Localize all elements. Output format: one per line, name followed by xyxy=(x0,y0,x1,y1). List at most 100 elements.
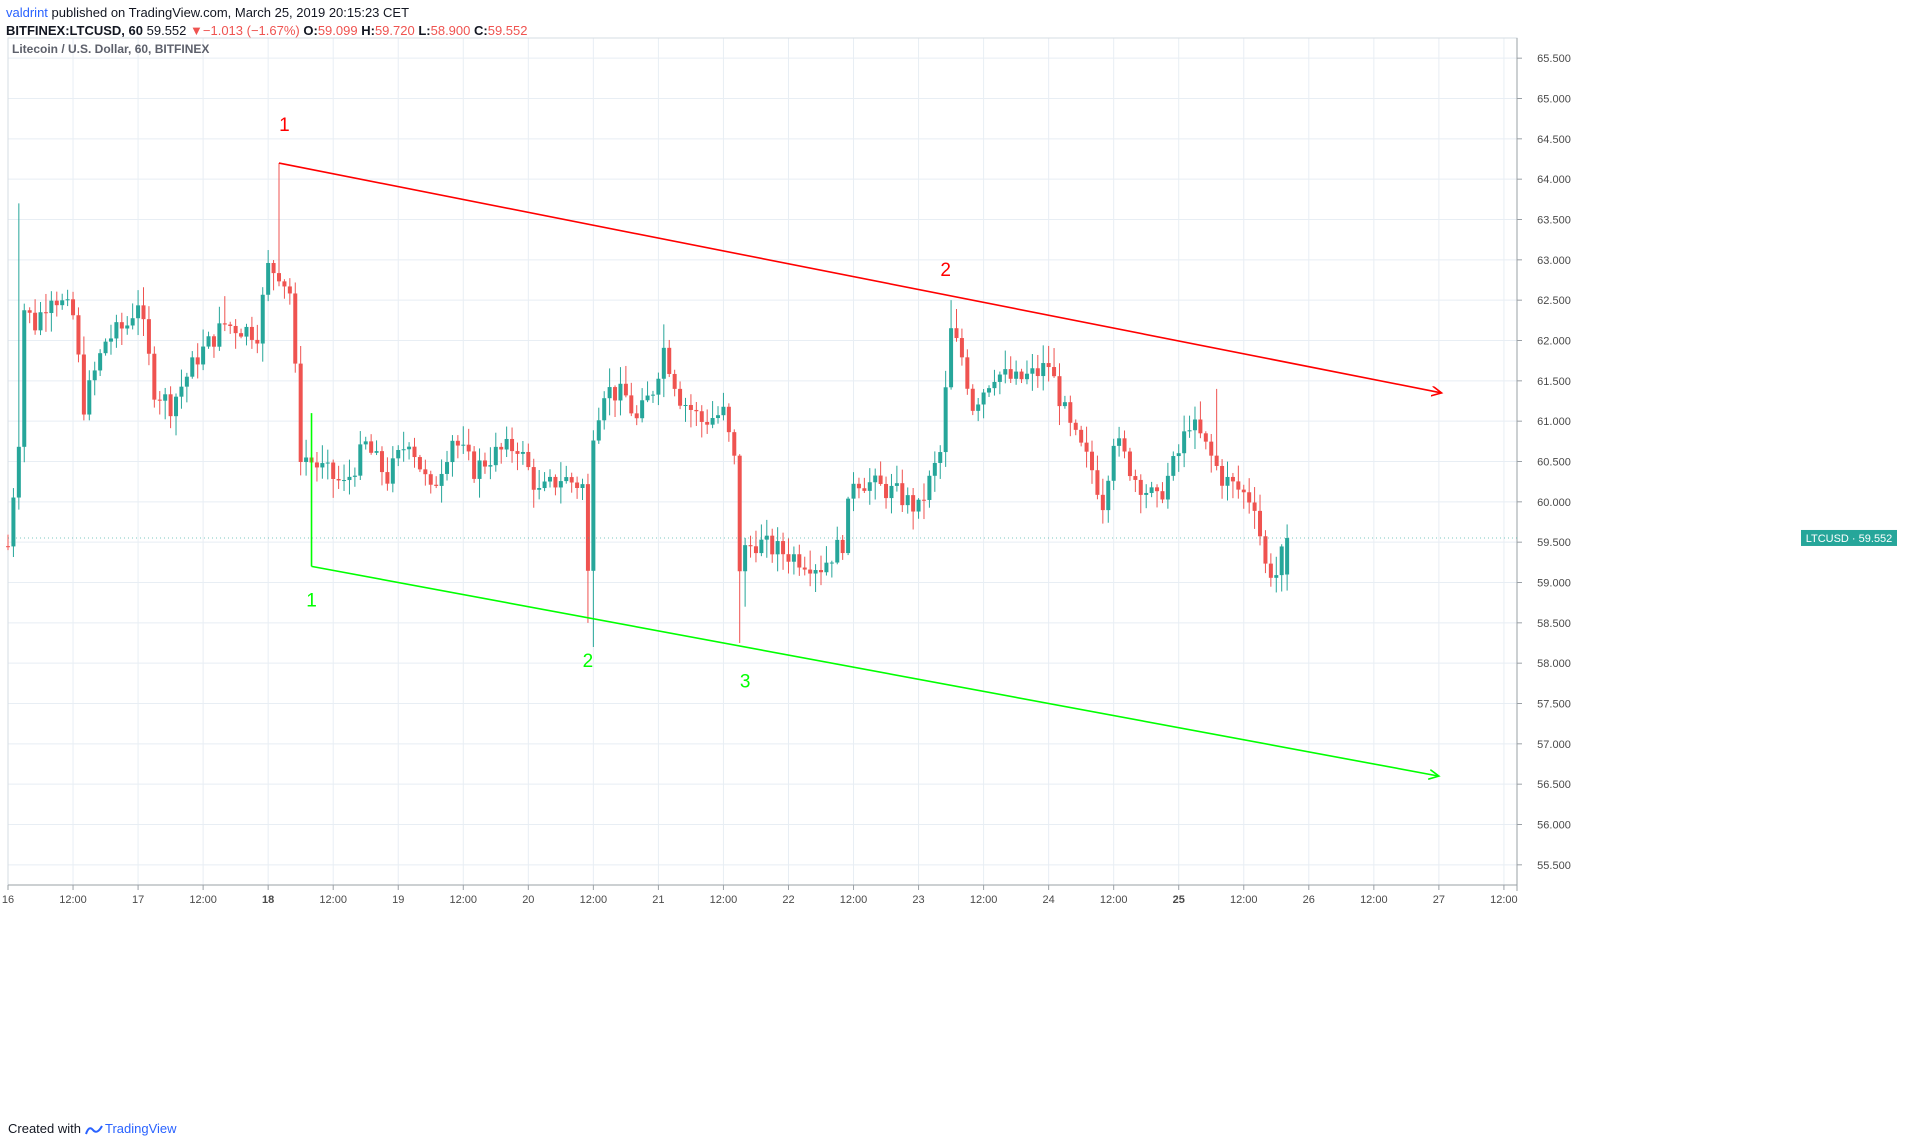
change-arrow-icon: ▼ xyxy=(190,23,203,38)
time-tick-label: 21 xyxy=(652,894,664,906)
time-tick-label: 12:00 xyxy=(580,894,608,906)
annotation-label: 1 xyxy=(279,115,290,136)
time-tick-label: 12:00 xyxy=(1360,894,1388,906)
candle-body xyxy=(1241,489,1246,493)
tradingview-brand-link[interactable]: TradingView xyxy=(104,1121,177,1136)
time-tick-label: 20 xyxy=(522,894,534,906)
price-tick-label: 60.500 xyxy=(1537,457,1571,469)
candle-body xyxy=(726,406,731,433)
open-value: 59.099 xyxy=(317,23,358,38)
candle-body xyxy=(618,383,623,401)
candle-body xyxy=(499,446,504,450)
candle-body xyxy=(157,399,162,401)
high-value: 59.720 xyxy=(374,23,415,38)
candle-body xyxy=(542,481,547,489)
candle-body xyxy=(976,404,981,411)
candle-body xyxy=(656,378,661,395)
last-price-badge: LTCUSD · 59.552 xyxy=(8,529,1897,546)
candle-body xyxy=(916,499,921,512)
time-tick-label: 12:00 xyxy=(1490,894,1518,906)
candle-body xyxy=(672,373,677,389)
candle-body xyxy=(553,476,558,488)
candle-body xyxy=(1209,441,1214,456)
candle-body xyxy=(732,432,737,456)
time-tick-label: 24 xyxy=(1043,894,1055,906)
candle-body xyxy=(585,484,590,571)
candle-body xyxy=(520,451,525,454)
time-tick-label: 12:00 xyxy=(1230,894,1258,906)
candle-body xyxy=(889,485,894,499)
high-label: H: xyxy=(361,23,375,38)
candle-body xyxy=(136,305,141,319)
candle-body xyxy=(970,388,975,411)
candle-body xyxy=(1117,438,1122,446)
candle-body xyxy=(385,472,390,484)
candle-body xyxy=(1230,476,1235,482)
candle-body xyxy=(954,328,959,339)
candle-body xyxy=(932,462,937,476)
price-axis[interactable]: 55.500 56.000 56.500 57.000 57.500 58.000 58.5… xyxy=(1516,38,1571,891)
time-tick-label: 19 xyxy=(392,894,404,906)
time-axis[interactable]: 16 12:00 17 12:00 18 12:00 19 12:00 20 12:00 21 12:… xyxy=(2,884,1518,906)
candle-body xyxy=(108,338,113,342)
candle-body xyxy=(873,475,878,483)
candle-body xyxy=(1203,433,1208,442)
candle-body xyxy=(786,554,791,562)
close-label: C: xyxy=(474,23,488,38)
candle-body xyxy=(1003,369,1008,375)
candle-body xyxy=(1111,445,1116,481)
candle-body xyxy=(1030,368,1035,374)
candle-body xyxy=(759,539,764,554)
candle-body xyxy=(1019,371,1024,380)
candle-body xyxy=(92,370,97,381)
author-link[interactable]: valdrint xyxy=(6,5,48,20)
candle-body xyxy=(851,483,856,499)
candle-body xyxy=(287,286,292,294)
price-tick-label: 63.000 xyxy=(1537,255,1571,267)
candle-body xyxy=(1252,502,1257,511)
low-value: 58.900 xyxy=(430,23,471,38)
candle-body xyxy=(623,383,628,396)
candle-body xyxy=(1106,480,1111,511)
price-tick-label: 55.500 xyxy=(1537,860,1571,872)
candle-body xyxy=(401,449,406,451)
candle-body xyxy=(195,357,200,365)
price-tick-label: 58.000 xyxy=(1537,658,1571,670)
publish-info: valdrint published on TradingView.com, M… xyxy=(6,5,409,20)
candle-body xyxy=(548,476,552,482)
candle-body xyxy=(699,411,704,422)
candle-body xyxy=(992,381,997,389)
candle-body xyxy=(813,570,818,574)
candle-body xyxy=(331,462,336,479)
annotation-label: 2 xyxy=(940,260,951,281)
candle-body xyxy=(645,395,650,401)
candle-body xyxy=(423,469,428,475)
candle-body xyxy=(114,322,119,339)
candle-body xyxy=(1182,431,1187,454)
candle-body xyxy=(33,312,38,331)
candle-body xyxy=(737,455,742,572)
candle-body xyxy=(1144,492,1149,495)
last-price-text: 59.552 xyxy=(146,23,187,38)
candle-body xyxy=(515,451,520,454)
candle-body xyxy=(239,333,244,337)
candle-body xyxy=(98,353,103,371)
candle-body xyxy=(336,478,341,481)
candle-body xyxy=(1258,510,1263,537)
candle-body xyxy=(1062,402,1067,407)
price-tick-label: 59.500 xyxy=(1537,537,1571,549)
candle-body xyxy=(482,460,487,467)
candle-body xyxy=(764,535,769,540)
candle-body xyxy=(770,535,775,555)
candle-body xyxy=(87,380,92,415)
candle-body xyxy=(510,438,515,452)
candle-body xyxy=(743,545,748,572)
candle-body xyxy=(1236,481,1241,490)
candle-body xyxy=(1220,465,1225,486)
annotation-label: 1 xyxy=(306,591,317,612)
candle-body xyxy=(1187,430,1192,432)
candle-body xyxy=(1100,494,1105,511)
candle-body xyxy=(526,451,531,468)
price-tick-label: 62.000 xyxy=(1537,336,1571,348)
